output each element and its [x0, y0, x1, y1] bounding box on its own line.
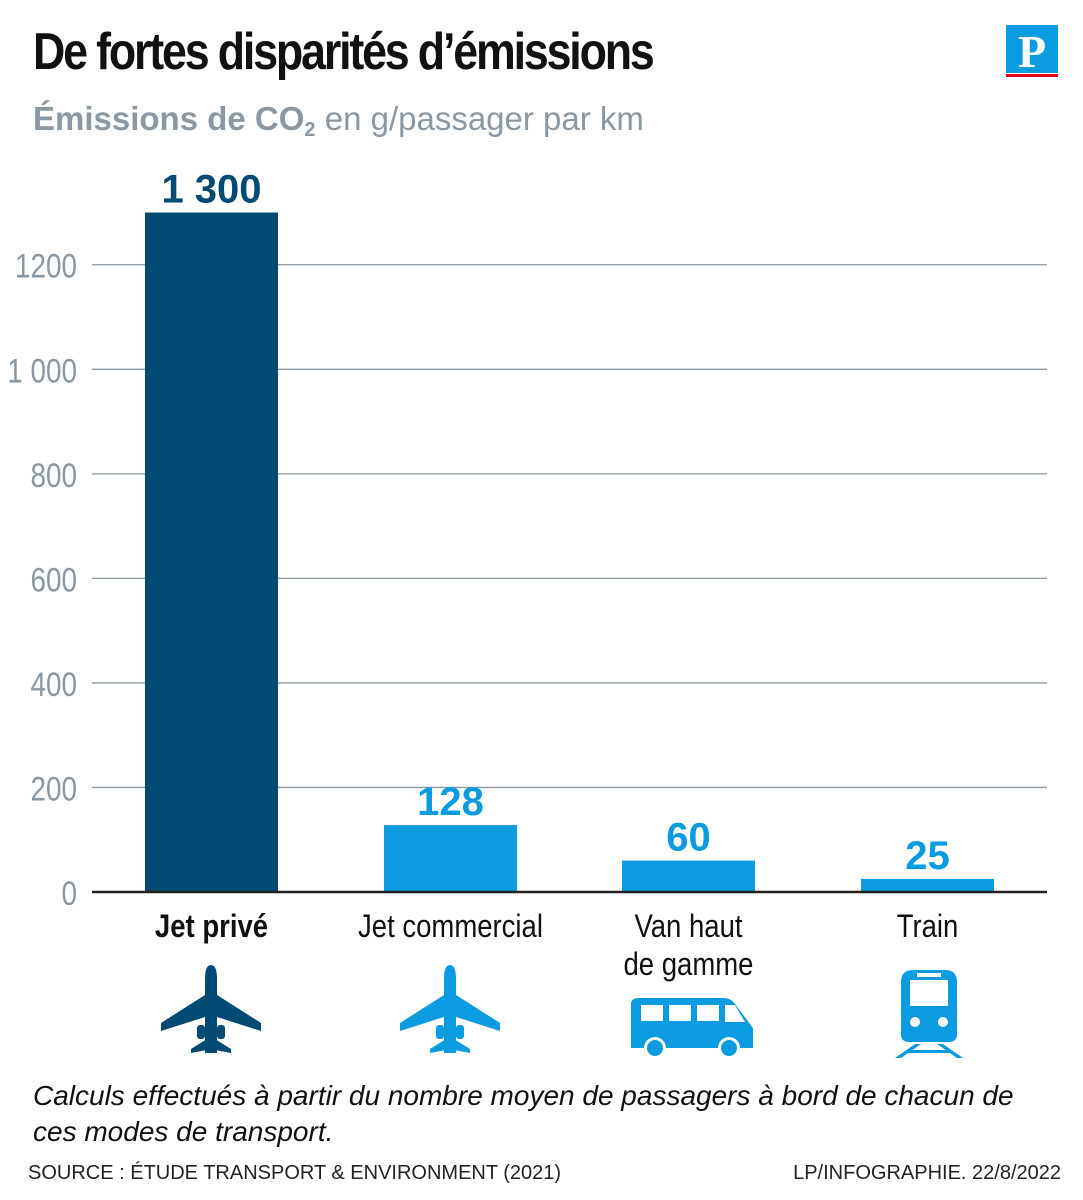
- train-icon: [895, 970, 963, 1058]
- bar-value-label: 1 300: [161, 167, 261, 211]
- y-tick-label: 800: [30, 456, 77, 494]
- subtitle-unit: en g/passager par km: [315, 100, 644, 137]
- y-tick-label: 200: [30, 770, 77, 808]
- bar-value-labels: 1 300 128 60 25: [161, 167, 949, 877]
- category-label: Jet privé: [155, 909, 268, 944]
- bar: [384, 825, 517, 892]
- chart-title: De fortes disparités d’émissions: [33, 23, 655, 81]
- bar-chart: 0 200 400 600 800 1 000 1200 1 300 128 60 25 Jet …: [7, 167, 1047, 1059]
- bar-value-label: 60: [666, 816, 711, 860]
- y-tick-label: 0: [61, 874, 77, 912]
- infographic-credit: LP/INFOGRAPHIE. 22/8/2022: [793, 1162, 1061, 1184]
- y-tick-label: 400: [30, 665, 77, 703]
- bar-value-label: 25: [905, 834, 950, 878]
- category-label: Train: [897, 909, 959, 944]
- category-label: Van haut: [634, 909, 743, 944]
- subtitle-measure: Émissions de CO: [33, 100, 305, 137]
- private-jet-icon: [161, 965, 261, 1053]
- bar: [622, 860, 755, 892]
- logo-letter: P: [1018, 26, 1046, 77]
- y-tick-label: 1 000: [7, 352, 77, 390]
- source-credit: SOURCE : ÉTUDE TRANSPORT & ENVIRONMENT (…: [28, 1162, 562, 1184]
- le-parisien-logo: P: [1006, 25, 1058, 77]
- subtitle-subscript: 2: [304, 119, 316, 141]
- bar-value-label: 128: [417, 780, 484, 824]
- van-icon: [631, 998, 753, 1059]
- y-tick-label: 1200: [15, 247, 77, 285]
- bar: [145, 212, 278, 893]
- bar: [861, 878, 994, 892]
- chart-subtitle: Émissions de CO2 en g/passager par km: [33, 100, 644, 142]
- category-label: de gamme: [624, 947, 754, 982]
- y-tick-label: 600: [30, 561, 77, 599]
- commercial-jet-icon: [400, 965, 500, 1053]
- methodology-note: Calculs effectués à partir du nombre moy…: [33, 1080, 1014, 1147]
- y-axis-ticks: 0 200 400 600 800 1 000 1200: [7, 247, 77, 913]
- category-icons: [161, 965, 963, 1059]
- category-label: Jet commercial: [358, 909, 543, 944]
- bars: [145, 212, 994, 893]
